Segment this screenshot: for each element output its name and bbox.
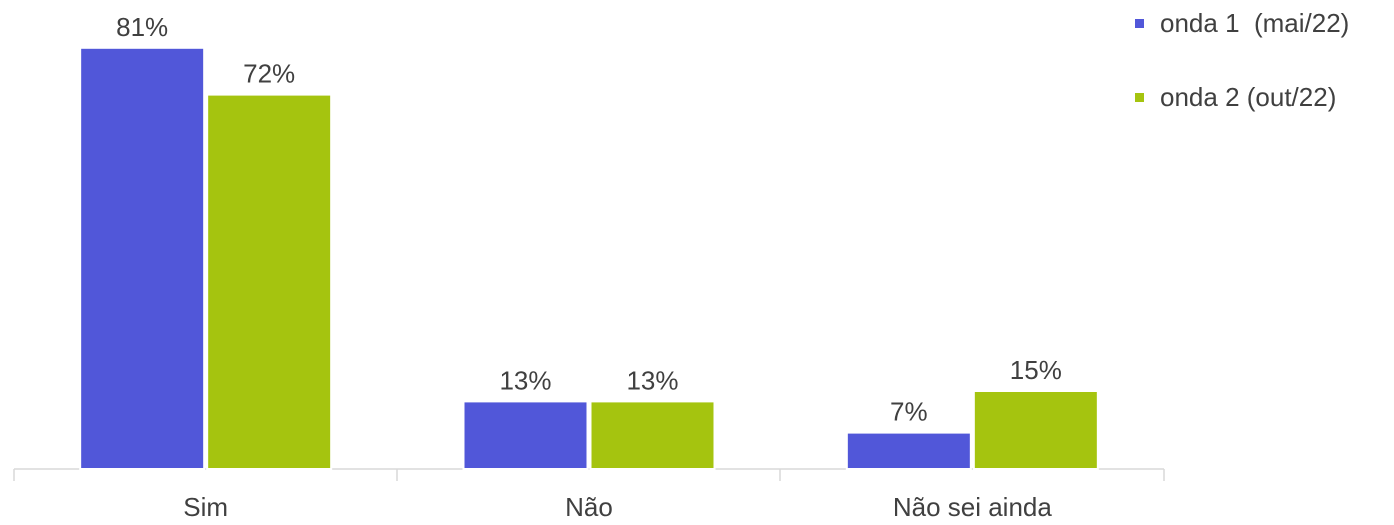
value-label: 13% <box>499 365 551 395</box>
value-label: 13% <box>626 365 678 395</box>
x-tick-label: Não sei ainda <box>893 492 1053 522</box>
value-label: 15% <box>1010 355 1062 385</box>
bar <box>972 390 1099 470</box>
x-tick-label: Sim <box>183 492 228 522</box>
value-label: 7% <box>890 397 928 427</box>
legend-label: onda 1 (mai/22) <box>1160 8 1349 38</box>
bar <box>79 46 206 471</box>
bar <box>206 93 333 470</box>
legend-label: onda 2 (out/22) <box>1160 82 1336 112</box>
axis-separators <box>13 469 1165 481</box>
bar <box>589 400 716 470</box>
legend-swatch <box>1135 93 1144 102</box>
bar <box>462 400 589 470</box>
legend-swatch <box>1135 19 1144 28</box>
bar <box>845 431 972 471</box>
value-label: 72% <box>243 59 295 89</box>
x-tick-label: Não <box>565 492 613 522</box>
value-label: 81% <box>116 12 168 42</box>
